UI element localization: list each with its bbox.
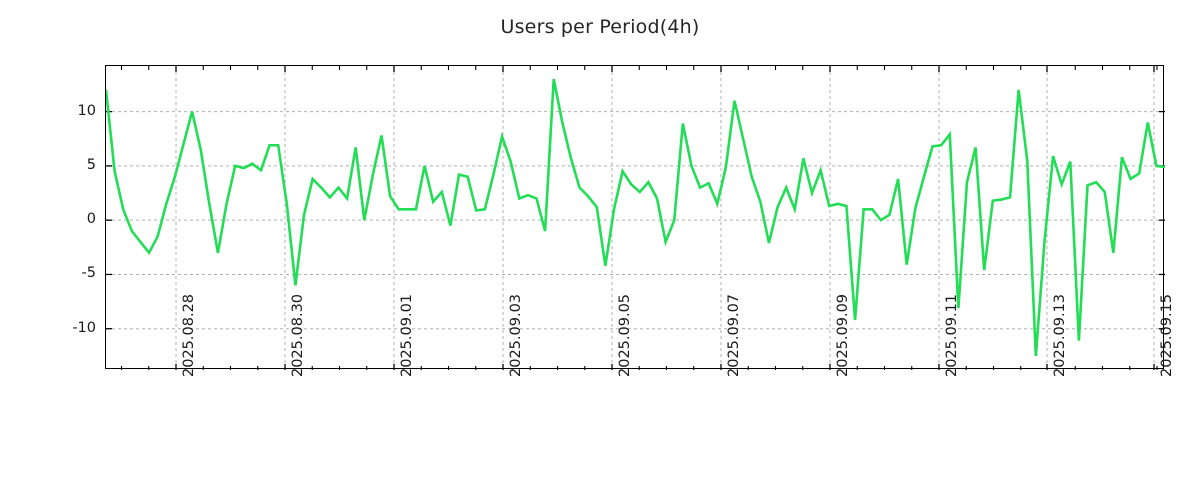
data-series-line xyxy=(106,78,1165,356)
x-tick-label: 2025.08.28 xyxy=(181,293,197,377)
chart-title: Users per Period(4h) xyxy=(500,16,700,38)
y-tick-label: 5 xyxy=(86,156,96,173)
x-tick-label: 2025.09.01 xyxy=(399,293,415,377)
y-tick-label: 10 xyxy=(77,102,96,119)
plot-area xyxy=(105,65,1165,370)
x-tick-label: 2025.09.15 xyxy=(1159,293,1175,377)
x-tick-label: 2025.09.05 xyxy=(617,293,633,377)
y-tick-label: -5 xyxy=(81,265,96,282)
y-axis-tick-labels: -10 -5 0 5 10 xyxy=(0,0,96,500)
plot-canvas xyxy=(106,66,1165,370)
gridlines xyxy=(106,66,1165,370)
x-tick-label: 2025.08.30 xyxy=(290,293,306,377)
y-tick-label: 0 xyxy=(86,211,96,228)
x-tick-label: 2025.09.13 xyxy=(1052,293,1068,377)
x-tick-label: 2025.09.03 xyxy=(508,293,524,377)
x-tick-label: 2025.09.11 xyxy=(944,293,960,377)
x-tick-label: 2025.09.09 xyxy=(835,293,851,377)
axis-tickmarks xyxy=(106,66,1165,370)
x-tick-label: 2025.09.07 xyxy=(726,293,742,377)
y-tick-label: -10 xyxy=(72,319,96,336)
